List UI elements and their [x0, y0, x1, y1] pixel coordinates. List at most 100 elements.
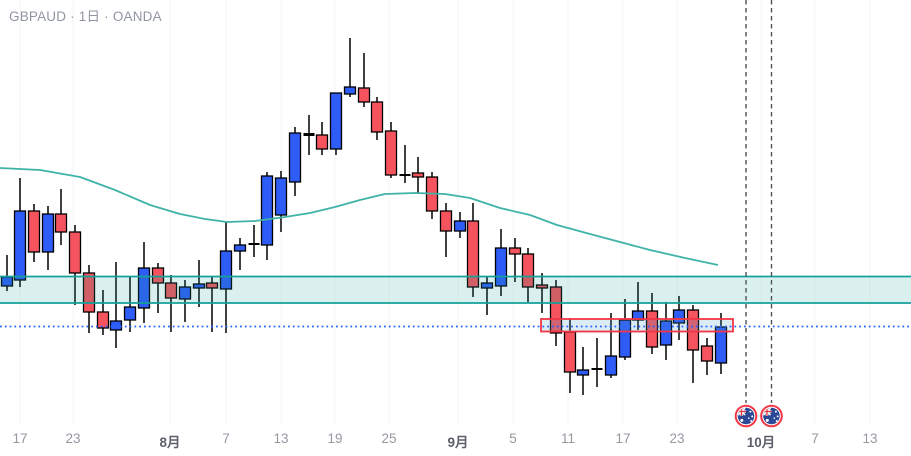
candle-body-down	[27, 210, 41, 253]
candle-body-up	[123, 306, 137, 321]
candle-body-down	[686, 309, 700, 351]
candle-body-down	[535, 284, 549, 289]
time-axis-day-label: 25	[381, 431, 397, 446]
candle-body-up	[192, 283, 206, 289]
candle	[13, 178, 27, 287]
candle-body-doji	[399, 174, 411, 176]
time-axis-day-label: 11	[560, 431, 576, 446]
candle	[591, 338, 603, 387]
support-zone-band[interactable]	[0, 276, 911, 304]
time-axis-day-label: 7	[811, 431, 819, 446]
candle	[535, 273, 549, 313]
candle	[233, 238, 247, 270]
candle	[288, 127, 302, 196]
candle	[399, 145, 411, 183]
candle	[68, 225, 82, 305]
candle-body-down	[700, 345, 714, 362]
candle	[54, 189, 68, 245]
candle-body-up	[41, 213, 55, 253]
candle-body-down	[96, 311, 110, 329]
candle-body-doji	[248, 243, 260, 245]
candle-body-down	[357, 87, 371, 103]
candle-body-up	[178, 286, 192, 300]
candle	[329, 92, 343, 155]
time-axis[interactable]: 17 23 8月 7 13 19 25 9月 5 11 17 23 10月 7 13	[0, 428, 911, 456]
candle	[576, 347, 590, 395]
candle-body-down	[508, 247, 522, 255]
candle-body-doji	[303, 133, 315, 136]
candle-body-up	[274, 177, 288, 216]
candle	[453, 212, 467, 238]
candle	[41, 206, 55, 270]
candle	[549, 280, 563, 346]
candle-body-up	[494, 247, 508, 287]
candle-body-down	[82, 272, 96, 313]
candle	[27, 204, 41, 262]
time-axis-day-label: 19	[327, 431, 343, 446]
candle-body-down	[164, 282, 178, 299]
candle-body-up	[604, 355, 618, 376]
time-axis-month-label: 9月	[447, 435, 469, 450]
candle-body-up	[631, 310, 645, 321]
candle	[219, 222, 233, 333]
australia-flag-event-icon[interactable]	[734, 404, 758, 428]
symbol-title[interactable]: GBPAUD · 1日 · OANDA	[9, 9, 162, 24]
candle-body-up	[288, 132, 302, 183]
candle-body-down	[521, 253, 535, 288]
candle-body-down	[563, 331, 577, 373]
time-axis-day-label: 17	[615, 431, 631, 446]
candle	[425, 172, 439, 219]
candle	[315, 122, 329, 155]
candle	[631, 282, 645, 330]
candle-body-up	[260, 175, 274, 246]
candle-body-down	[370, 101, 384, 133]
candle-body-up	[343, 86, 357, 95]
candle-body-up	[576, 369, 590, 376]
candle	[248, 225, 260, 257]
candle	[123, 277, 137, 332]
candle	[178, 280, 192, 322]
candle	[604, 313, 618, 378]
candle-body-down	[466, 220, 480, 288]
candle-body-down	[549, 286, 563, 334]
candle	[137, 242, 151, 323]
candle-body-up	[109, 320, 123, 331]
time-axis-day-label: 7	[222, 431, 230, 446]
candle	[96, 290, 110, 335]
candle	[357, 53, 371, 107]
candle	[192, 260, 206, 307]
highlight-box[interactable]	[540, 318, 734, 333]
candle	[521, 248, 535, 302]
candle	[274, 171, 288, 232]
candle-body-down	[439, 210, 453, 232]
candle-body-up	[453, 220, 467, 232]
australia-flag-event-icon[interactable]	[760, 404, 783, 428]
candle	[343, 38, 357, 97]
time-axis-month-label: 8月	[159, 435, 181, 450]
candle-body-up	[219, 250, 233, 290]
candle	[439, 203, 453, 257]
candle-body-up	[233, 244, 247, 252]
candle-body-down	[411, 172, 425, 178]
candle	[303, 115, 315, 155]
time-axis-day-label: 13	[273, 431, 289, 446]
time-axis-day-label: 23	[65, 431, 81, 446]
candle	[508, 238, 522, 282]
candle-body-down	[205, 282, 219, 289]
candle-body-up	[329, 92, 343, 150]
time-axis-day-label: 23	[669, 431, 685, 446]
candle	[466, 203, 480, 297]
candle-body-up	[13, 210, 27, 281]
candle-body-down	[384, 130, 398, 176]
candle	[370, 97, 384, 140]
time-axis-day-label: 13	[862, 431, 878, 446]
candle-body-up	[672, 309, 686, 324]
candle	[384, 122, 398, 178]
candle	[480, 277, 494, 315]
candle	[411, 157, 425, 193]
candle-body-down	[315, 134, 329, 150]
candle-body-down	[645, 310, 659, 348]
candle-body-down	[151, 267, 165, 284]
